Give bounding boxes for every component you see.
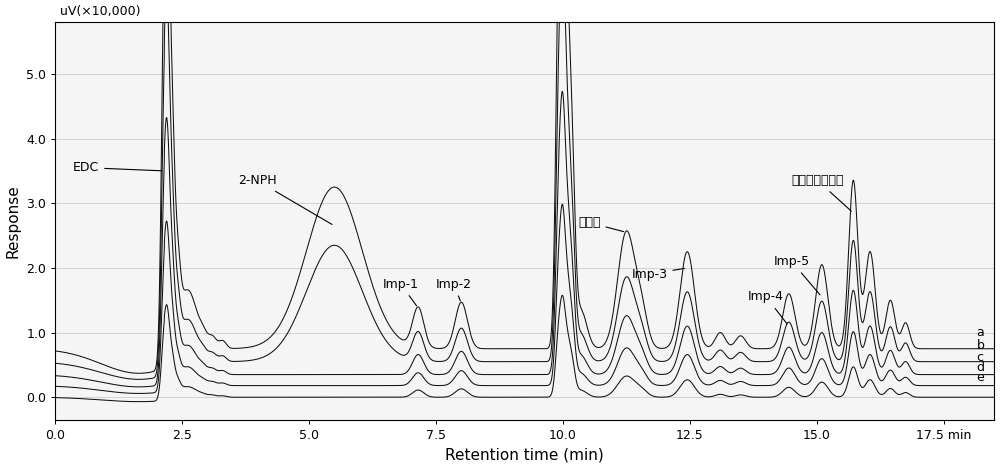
Text: EDC: EDC (73, 161, 162, 174)
Text: b: b (977, 339, 985, 352)
Text: Imp-5: Imp-5 (774, 255, 820, 295)
X-axis label: Retention time (min): Retention time (min) (445, 447, 604, 462)
Text: 氯霨素: 氯霨素 (578, 216, 624, 232)
Text: uV(×10,000): uV(×10,000) (60, 5, 140, 18)
Text: Imp-2: Imp-2 (436, 278, 472, 301)
Text: 二氯乙酸衍生物: 二氯乙酸衍生物 (791, 174, 851, 211)
Text: d: d (977, 361, 985, 374)
Text: a: a (977, 326, 984, 339)
Text: c: c (977, 351, 984, 364)
Text: Imp-3: Imp-3 (631, 268, 685, 281)
Text: Imp-4: Imp-4 (748, 291, 787, 324)
Text: e: e (977, 371, 984, 384)
Y-axis label: Response: Response (6, 184, 21, 258)
Text: Imp-1: Imp-1 (383, 278, 419, 306)
Text: 2-NPH: 2-NPH (238, 174, 332, 225)
